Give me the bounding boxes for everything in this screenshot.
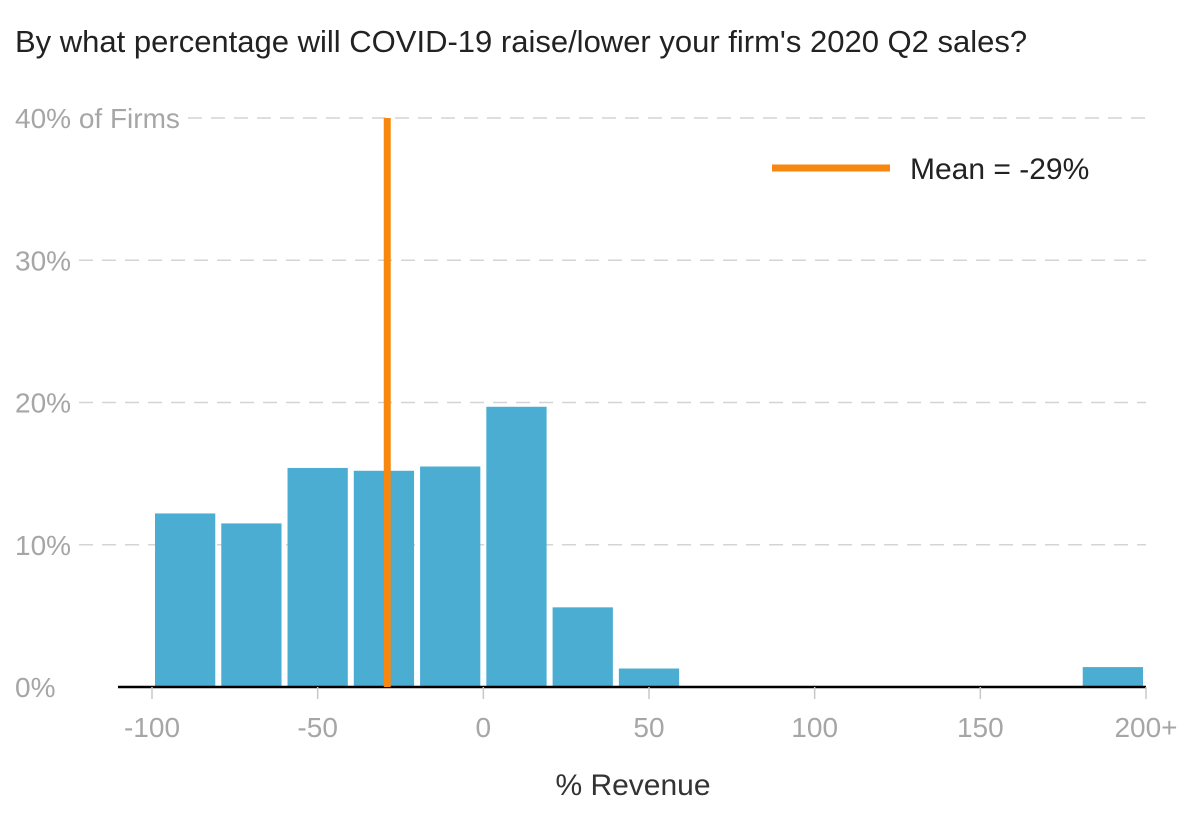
gridlines: 0% 10% 20% 30% 40% of Firms xyxy=(15,103,1146,703)
x-tick-label: 100 xyxy=(791,712,838,743)
bars xyxy=(155,406,1143,687)
y-tick-label: 20% xyxy=(15,388,71,419)
histogram-bar xyxy=(420,466,481,687)
chart-title: By what percentage will COVID-19 raise/l… xyxy=(15,24,1027,59)
histogram-bar xyxy=(486,406,547,687)
y-tick-label: 30% xyxy=(15,245,71,276)
x-tick-label: -100 xyxy=(124,712,180,743)
histogram-bar xyxy=(221,523,282,687)
x-tick-label: 200+ xyxy=(1114,712,1177,743)
legend-label: Mean = -29% xyxy=(910,153,1089,186)
histogram-bar xyxy=(552,607,613,687)
x-tick-label: -50 xyxy=(297,712,337,743)
x-axis-label: % Revenue xyxy=(555,769,710,802)
x-axis: -100 -50 0 50 100 150 200+ xyxy=(118,685,1178,743)
x-tick-label: 0 xyxy=(476,712,492,743)
histogram-bar xyxy=(155,513,216,687)
histogram-bar xyxy=(287,467,348,687)
histogram-bar xyxy=(1082,667,1143,687)
x-tick-label: 150 xyxy=(957,712,1004,743)
histogram-bar xyxy=(618,668,680,687)
x-tick-label: 50 xyxy=(633,712,664,743)
legend: Mean = -29% xyxy=(772,153,1089,186)
y-tick-label: 0% xyxy=(15,672,55,703)
y-tick-label: 40% of Firms xyxy=(15,103,180,134)
y-tick-label: 10% xyxy=(15,530,71,561)
